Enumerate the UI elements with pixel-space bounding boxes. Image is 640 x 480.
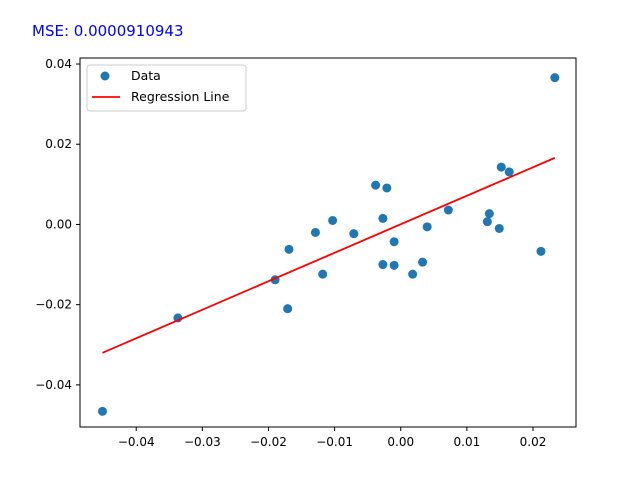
data-point	[494, 223, 504, 233]
legend-label-regression: Regression Line	[131, 89, 230, 104]
data-point	[328, 215, 338, 225]
regression-line	[102, 157, 556, 354]
legend-box	[86, 64, 247, 112]
x-tick-label: −0.03	[184, 435, 221, 449]
data-point	[349, 229, 359, 239]
data-point	[484, 209, 494, 219]
y-tick-label: 0.04	[45, 57, 72, 71]
data-point	[482, 217, 492, 227]
x-tick-label: 0.00	[387, 435, 414, 449]
data-point	[422, 222, 432, 232]
data-point	[536, 246, 546, 256]
chart-marks	[97, 73, 560, 416]
legend-label-data: Data	[131, 68, 161, 83]
x-tick-label: −0.01	[316, 435, 353, 449]
data-point	[504, 167, 514, 177]
data-point	[378, 260, 388, 270]
x-tick-label: 0.02	[520, 435, 547, 449]
x-tick-label: 0.01	[454, 435, 481, 449]
y-tick-label: 0.02	[45, 137, 72, 151]
data-point	[371, 180, 381, 190]
data-point	[496, 162, 506, 172]
data-point	[318, 269, 328, 279]
legend-marker-data	[100, 71, 110, 81]
data-point	[97, 406, 107, 416]
data-point	[382, 183, 392, 193]
data-point	[443, 205, 453, 215]
data-point	[389, 260, 399, 270]
y-tick-label: −0.04	[35, 378, 72, 392]
axes-frame	[79, 57, 577, 428]
y-tick-label: 0.00	[45, 217, 72, 231]
data-point	[284, 244, 294, 254]
mse-annotation: MSE: 0.0000910943	[32, 22, 184, 40]
data-point	[310, 227, 320, 237]
data-point	[283, 304, 293, 314]
chart-axes: −0.04 −0.03 −0.02 −0.01 0.00 0.01 0.02 −0.04 −0.…	[35, 57, 577, 449]
data-point	[408, 269, 418, 279]
y-tick-label: −0.02	[35, 298, 72, 312]
x-tick-label: −0.02	[250, 435, 287, 449]
data-point	[550, 73, 560, 83]
x-tick-label: −0.04	[118, 435, 155, 449]
data-point	[378, 213, 388, 223]
data-point	[389, 237, 399, 247]
chart-legend: Data Regression Line	[86, 64, 247, 112]
data-point	[418, 257, 428, 267]
